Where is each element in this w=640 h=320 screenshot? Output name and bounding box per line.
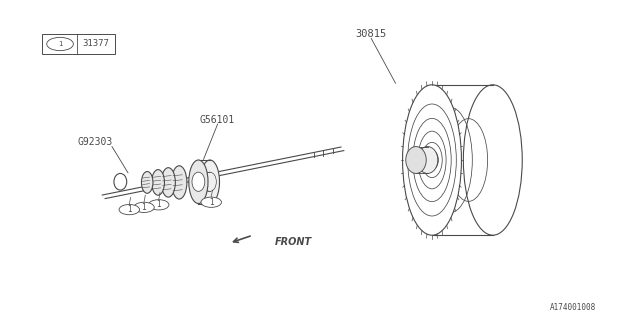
Circle shape — [134, 202, 154, 212]
Ellipse shape — [192, 172, 205, 191]
Text: A174001008: A174001008 — [550, 303, 596, 312]
Text: 30815: 30815 — [356, 28, 387, 39]
Ellipse shape — [152, 170, 164, 195]
Text: G56101: G56101 — [200, 115, 236, 125]
Text: 1: 1 — [141, 203, 147, 212]
Bar — [42, 34, 115, 54]
Text: G92303: G92303 — [77, 137, 113, 148]
Circle shape — [148, 200, 169, 210]
Ellipse shape — [403, 85, 461, 235]
Ellipse shape — [417, 147, 438, 173]
Ellipse shape — [406, 147, 426, 173]
Ellipse shape — [141, 172, 153, 193]
Ellipse shape — [200, 160, 220, 204]
Text: 1: 1 — [127, 205, 132, 214]
Ellipse shape — [172, 166, 187, 199]
Ellipse shape — [189, 160, 208, 204]
Text: FRONT: FRONT — [275, 236, 312, 247]
Circle shape — [119, 204, 140, 215]
Ellipse shape — [161, 168, 175, 197]
Text: 1: 1 — [209, 198, 214, 207]
Text: 1: 1 — [58, 41, 62, 47]
Text: 31377: 31377 — [83, 39, 109, 49]
Text: 1: 1 — [156, 200, 161, 209]
Circle shape — [201, 197, 221, 207]
